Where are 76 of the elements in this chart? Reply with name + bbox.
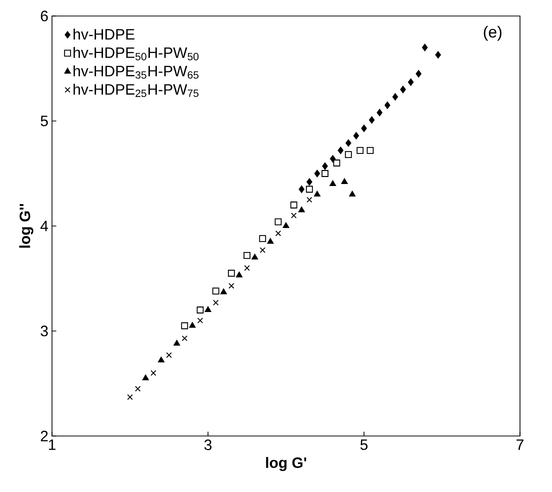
point [134,386,141,392]
point [306,186,313,193]
x-tick-label: 3 [204,440,212,450]
y-tick-label: 3 [40,326,48,336]
point [341,178,348,184]
point [244,252,250,259]
y-tick-label: 2 [40,430,48,442]
point [368,116,375,124]
point [366,146,374,154]
y-tick-label: 5 [40,116,48,126]
point [416,70,422,78]
point [422,44,428,52]
point [330,180,336,186]
x-tick-label: 7 [516,440,524,450]
point [314,190,320,197]
point [392,93,398,100]
legend-label: hv-HDPE$_{50}$H-PW$_{50}$ [74,46,199,60]
point [306,178,312,186]
point [204,306,212,312]
point [212,300,219,306]
point [150,370,156,376]
point [260,247,266,253]
point [322,170,328,177]
point [228,282,234,289]
point [333,160,340,166]
point [174,340,180,346]
point [384,102,390,109]
legend-label: hv-HDPE [74,28,134,40]
point [127,394,133,400]
point [158,356,164,362]
point [314,170,320,178]
x-tick-label: 1 [48,440,56,450]
point [338,146,344,154]
annotation: (e) [484,26,502,41]
point [259,235,266,242]
point [142,374,149,380]
point [196,306,204,314]
point [182,335,188,342]
point [290,202,298,208]
point [166,352,172,358]
point [376,108,382,116]
point [189,322,196,328]
point [322,162,328,170]
point [400,86,406,94]
legend-label: hv-HDPE$_{35}$H-PW$_{65}$ [74,65,198,79]
point [252,254,258,260]
point [408,78,414,86]
point [274,218,282,226]
point [356,146,364,154]
point [236,272,242,278]
y-tick-label: 6 [40,10,48,22]
point [220,288,227,294]
point [346,139,352,147]
point [298,186,304,193]
point [282,222,290,228]
point [298,206,305,212]
point [197,318,204,324]
point [290,212,297,218]
y-tick-label: 4 [40,220,48,232]
point [228,270,235,277]
legend-label: hv-HDPE$_{25}$H-PW$_{75}$ [74,84,198,98]
point [267,238,274,244]
point [306,196,312,203]
point [353,132,360,140]
point [344,151,352,158]
y-axis-title: log G'' [19,204,34,248]
point [361,124,367,132]
point [330,155,336,162]
x-tick-label: 5 [360,440,368,450]
point [244,265,250,271]
x-axis-title: log G' [266,457,306,472]
point [349,190,356,197]
point [275,230,282,236]
point [435,51,441,58]
point [212,288,220,295]
point [181,322,188,330]
